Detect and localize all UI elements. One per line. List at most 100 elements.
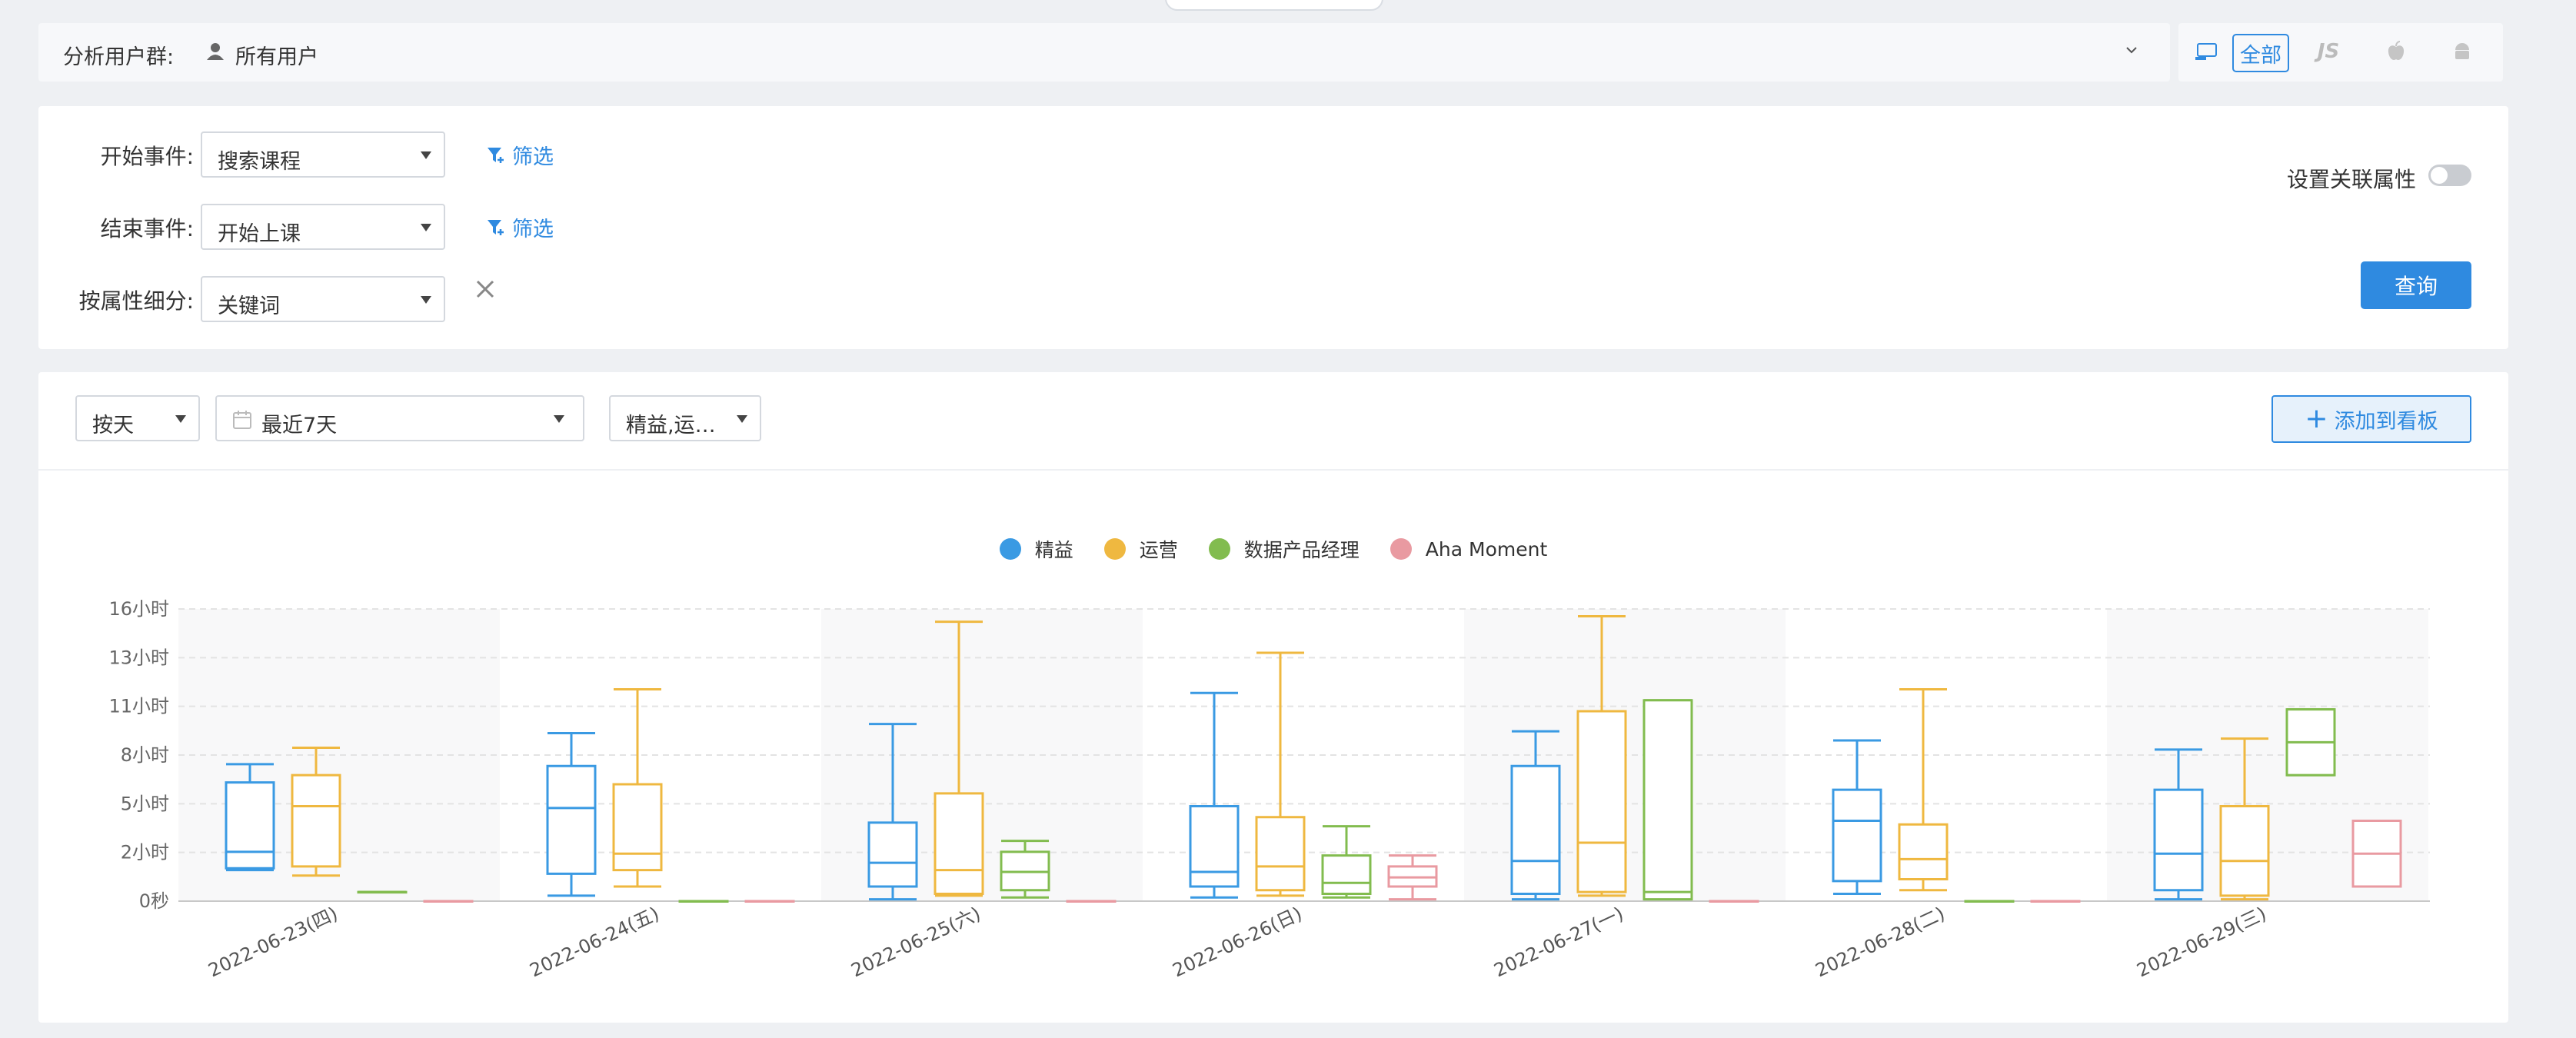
plus-icon: + [2305,403,2328,434]
add-to-dashboard-button[interactable]: + 添加到看板 [2271,395,2471,443]
box-2-2[interactable] [1000,840,1050,899]
box-body [1576,710,1627,893]
segment-select[interactable]: 精益,运… [609,395,761,441]
box-1-6[interactable] [2219,737,2270,901]
legend-item[interactable]: 数据产品经理 [1208,535,1360,563]
x-tick-label: 2022-06-23(四) [205,903,341,981]
box-3-3[interactable] [1387,854,1438,901]
legend-label: Aha Moment [1425,537,1548,561]
start-event-select[interactable]: 搜索课程 [201,131,445,178]
start-filter-link[interactable]: 筛选 [486,140,554,170]
box-3-4[interactable] [1709,900,1759,903]
box-body [934,792,984,895]
box-body [1255,816,1306,892]
box-2-3[interactable] [1321,825,1372,899]
box-3-6[interactable] [2351,820,2402,888]
apple-icon[interactable] [2377,34,2415,69]
date-range-value: 最近7天 [261,414,338,437]
segment-value: 精益,运… [626,414,716,437]
box-body [1832,788,1882,883]
caret-down-icon [421,296,431,304]
box-3-1[interactable] [744,900,795,903]
legend-label: 运营 [1139,539,1178,561]
box-2-6[interactable] [2285,708,2336,777]
legend-item[interactable]: 精益 [999,535,1073,563]
query-button[interactable]: 查询 [2361,261,2471,309]
end-filter-link[interactable]: 筛选 [486,212,554,242]
user-group-bar[interactable]: 分析用户群: 所有用户 [38,23,2170,82]
box-1-3[interactable] [1255,651,1306,897]
y-tick-label: 13小时 [108,647,169,668]
end-event-value: 开始上课 [218,222,301,246]
start-event-value: 搜索课程 [218,150,301,174]
box-body [225,781,275,870]
box-1-4[interactable] [1576,615,1627,897]
box-body [867,821,918,888]
box-0-1[interactable] [546,732,597,897]
filter-icon [488,219,504,235]
x-tick-label: 2022-06-28(二) [1812,903,1949,981]
caret-down-icon [421,224,431,231]
user-group-label: 分析用户群: [63,45,175,69]
legend-item[interactable]: Aha Moment [1390,535,1547,563]
legend-dot [999,538,1021,560]
filter-icon [488,147,504,163]
js-icon[interactable]: JS [2317,40,2340,63]
user-icon [206,42,226,67]
legend-dot [1390,538,1412,560]
legend-dot [1208,538,1230,560]
box-3-0[interactable] [423,900,474,903]
box-2-5[interactable] [1964,900,2015,903]
legend-dot [1103,538,1126,560]
assoc-property-toggle[interactable] [2428,165,2471,186]
box-0-6[interactable] [2153,748,2204,901]
end-event-label: 结束事件: [100,216,194,241]
box-3-5[interactable] [2030,900,2081,903]
box-1-0[interactable] [291,747,341,877]
breakdown-label: 按属性细分: [78,288,194,314]
android-icon[interactable] [2443,34,2481,69]
box-2-0[interactable] [357,890,408,894]
box-body [1898,823,1949,880]
legend-label: 精益 [1034,539,1073,561]
legend-item[interactable]: 运营 [1103,535,1178,563]
x-tick-label: 2022-06-29(三) [2134,903,2270,981]
box-0-2[interactable] [867,723,918,901]
box-2-1[interactable] [678,900,729,903]
date-range-select[interactable]: 最近7天 [215,395,584,441]
box-0-5[interactable] [1832,739,1882,895]
y-tick-label: 16小时 [108,598,169,620]
box-body [612,783,663,872]
legend-label: 数据产品经理 [1243,539,1360,561]
platform-all-button[interactable]: 全部 [2232,34,2289,72]
box-3-2[interactable] [1066,900,1117,903]
box-body [2219,805,2270,897]
box-0-0[interactable] [225,763,275,872]
caret-down-icon [421,151,431,159]
caret-down-icon [175,415,186,423]
chevron-down-icon[interactable] [2124,40,2139,63]
box-body [546,764,597,875]
granularity-select[interactable]: 按天 [75,395,200,441]
box-0-4[interactable] [1510,730,1561,901]
end-event-select[interactable]: 开始上课 [201,204,445,250]
x-tick-label: 2022-06-26(日) [1170,903,1306,981]
box-body [291,774,341,868]
box-0-3[interactable] [1189,691,1240,899]
box-1-1[interactable] [612,688,663,888]
event-filter-panel: 开始事件: 搜索课程 筛选 结束事件: 开始上课 筛选 按属性细分: 关键词 设… [38,106,2508,349]
end-filter-label: 筛选 [512,218,554,241]
box-2-4[interactable] [1642,699,1693,901]
breakdown-value: 关键词 [218,294,280,318]
web-icon[interactable] [2188,34,2226,69]
box-1-2[interactable] [934,620,984,897]
caret-down-icon [737,415,747,423]
box-1-5[interactable] [1898,688,1949,892]
top-handle [1165,0,1383,11]
x-tick-label: 2022-06-24(五) [527,903,663,981]
y-tick-label: 0秒 [139,890,169,912]
user-group-value: 所有用户 [235,45,318,69]
remove-breakdown-close-icon[interactable] [474,277,497,308]
boxplot-chart: 0秒 2小时 5小时 8小时 11小时 13小时 16小时 2022-06-23(四) 2022… [108,598,2430,981]
breakdown-select[interactable]: 关键词 [201,276,445,322]
